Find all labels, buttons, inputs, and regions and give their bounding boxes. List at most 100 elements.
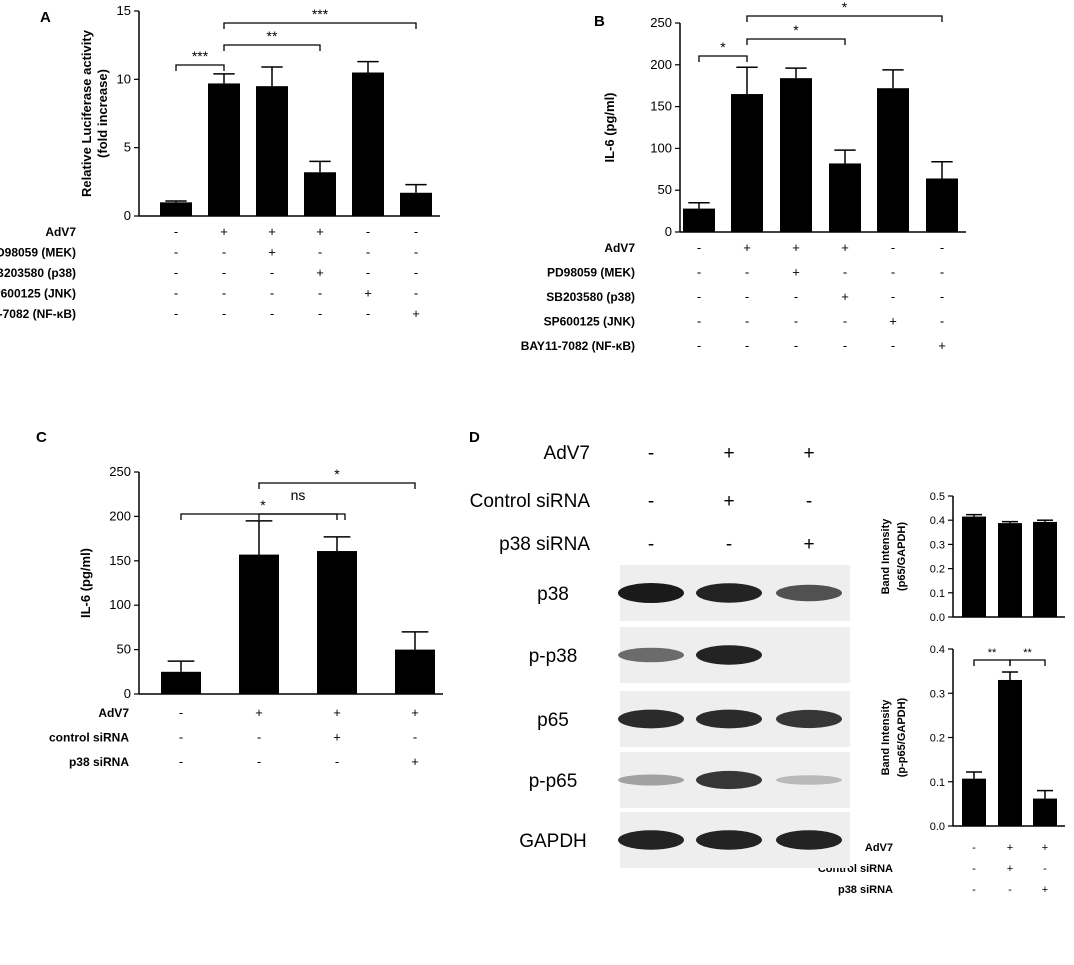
bar — [962, 778, 986, 826]
blot-band — [618, 583, 684, 603]
condition-sign: - — [891, 338, 895, 353]
condition-sign: + — [1042, 842, 1048, 854]
y-axis-label: (p-p65/GAPDH) — [896, 697, 908, 777]
panel-letter-a: A — [40, 9, 51, 26]
condition-sign: - — [794, 314, 798, 329]
blot-band — [696, 583, 762, 603]
y-axis-label: Relative Luciferase activity — [79, 29, 94, 197]
condition-sign: - — [270, 265, 274, 280]
condition-label: SP600125 (JNK) — [0, 287, 76, 301]
blot-condition-sign: + — [723, 491, 734, 512]
condition-sign: - — [366, 265, 370, 280]
condition-sign: - — [697, 314, 701, 329]
blot-condition-label: Control siRNA — [470, 491, 591, 512]
chart-b: 0 50 100 150 200 250 IL-6 (pg/ml) * * * AdV7 - + + + - -… — [521, 0, 966, 353]
condition-label: AdV7 — [604, 241, 635, 255]
blot-band — [776, 709, 842, 729]
blot-row-label: GAPDH — [519, 831, 587, 852]
condition-sign: + — [268, 245, 276, 260]
blot-band — [618, 709, 684, 729]
condition-sign: - — [335, 754, 339, 769]
significance-label: ** — [988, 647, 997, 659]
significance-bracket — [258, 513, 338, 520]
condition-sign: - — [1008, 884, 1012, 896]
condition-sign: - — [174, 306, 178, 321]
bar — [160, 202, 192, 216]
blot-condition-sign: + — [803, 443, 814, 464]
condition-sign: - — [318, 245, 322, 260]
blot-row-label: p65 — [537, 710, 569, 731]
panel-letter-b: B — [594, 13, 605, 30]
condition-label: control siRNA — [49, 731, 129, 745]
y-tick-label: 150 — [109, 553, 131, 568]
condition-sign: - — [318, 306, 322, 321]
bar — [395, 649, 435, 694]
blot-band — [618, 774, 684, 786]
condition-label: AdV7 — [865, 842, 893, 854]
bar — [780, 78, 812, 233]
condition-sign: + — [792, 240, 800, 255]
condition-sign: - — [257, 754, 261, 769]
condition-sign: - — [697, 338, 701, 353]
condition-label: SB203580 (p38) — [0, 266, 76, 280]
blot-band — [776, 584, 842, 602]
condition-sign: + — [255, 705, 263, 720]
condition-sign: + — [1007, 863, 1013, 875]
significance-bracket — [180, 513, 346, 520]
y-tick-label: 0.2 — [930, 564, 945, 576]
condition-label: SB203580 (p38) — [546, 290, 635, 304]
chart-d-p65: 0.0 0.1 0.2 0.3 0.4 0.5 Band Intensity (p65/GAP… — [880, 491, 1065, 624]
condition-sign: - — [414, 286, 418, 301]
significance-bracket — [973, 659, 1011, 666]
significance-bracket — [746, 38, 846, 45]
significance-label: ** — [267, 28, 278, 44]
blot-row-label: p-p65 — [529, 771, 578, 792]
condition-sign: + — [938, 338, 946, 353]
blot-row-label: p-p38 — [529, 646, 578, 667]
y-tick-label: 0.0 — [930, 612, 945, 624]
y-tick-label: 0.2 — [930, 733, 945, 745]
blot-condition-label: p38 siRNA — [499, 534, 590, 555]
significance-label: ns — [291, 487, 306, 503]
blot-condition-sign: + — [803, 534, 814, 555]
y-axis-label: IL-6 (pg/ml) — [78, 548, 93, 618]
chart-a: 0 5 10 15 Relative Luciferase activity (fold … — [0, 3, 440, 321]
significance-label: * — [260, 497, 266, 513]
condition-sign: + — [220, 224, 228, 239]
panel-letter-d: D — [469, 429, 480, 446]
y-tick-label: 0.4 — [930, 644, 945, 656]
condition-sign: - — [366, 306, 370, 321]
condition-sign: + — [792, 265, 800, 280]
y-tick-label: 50 — [658, 182, 672, 197]
y-axis-label: (p65/GAPDH) — [896, 522, 908, 591]
condition-label: BAY11-7082 (NF-κB) — [521, 339, 635, 353]
bar — [208, 83, 240, 216]
blot-band — [776, 830, 842, 850]
condition-sign: + — [1007, 842, 1013, 854]
condition-sign: + — [841, 240, 849, 255]
western-blot: AdV7 - + + Control siRNA - + - p38 siRNA - - + p38 p-… — [470, 443, 850, 868]
condition-sign: - — [697, 265, 701, 280]
condition-sign: - — [366, 245, 370, 260]
condition-sign: - — [179, 705, 183, 720]
condition-sign: - — [745, 265, 749, 280]
y-tick-label: 200 — [650, 57, 672, 72]
y-tick-label: 0.1 — [930, 588, 945, 600]
blot-condition-sign: + — [723, 443, 734, 464]
y-tick-label: 250 — [109, 464, 131, 479]
condition-sign: - — [1043, 863, 1047, 875]
condition-sign: + — [333, 705, 341, 720]
condition-sign: - — [174, 224, 178, 239]
condition-sign: - — [794, 289, 798, 304]
bar — [239, 554, 279, 694]
bar — [998, 523, 1022, 617]
condition-sign: - — [697, 240, 701, 255]
significance-label: * — [720, 39, 726, 55]
condition-sign: - — [972, 842, 976, 854]
condition-sign: - — [270, 286, 274, 301]
y-tick-label: 15 — [117, 3, 131, 18]
y-tick-label: 150 — [650, 99, 672, 114]
bar — [317, 551, 357, 694]
condition-sign: - — [222, 306, 226, 321]
